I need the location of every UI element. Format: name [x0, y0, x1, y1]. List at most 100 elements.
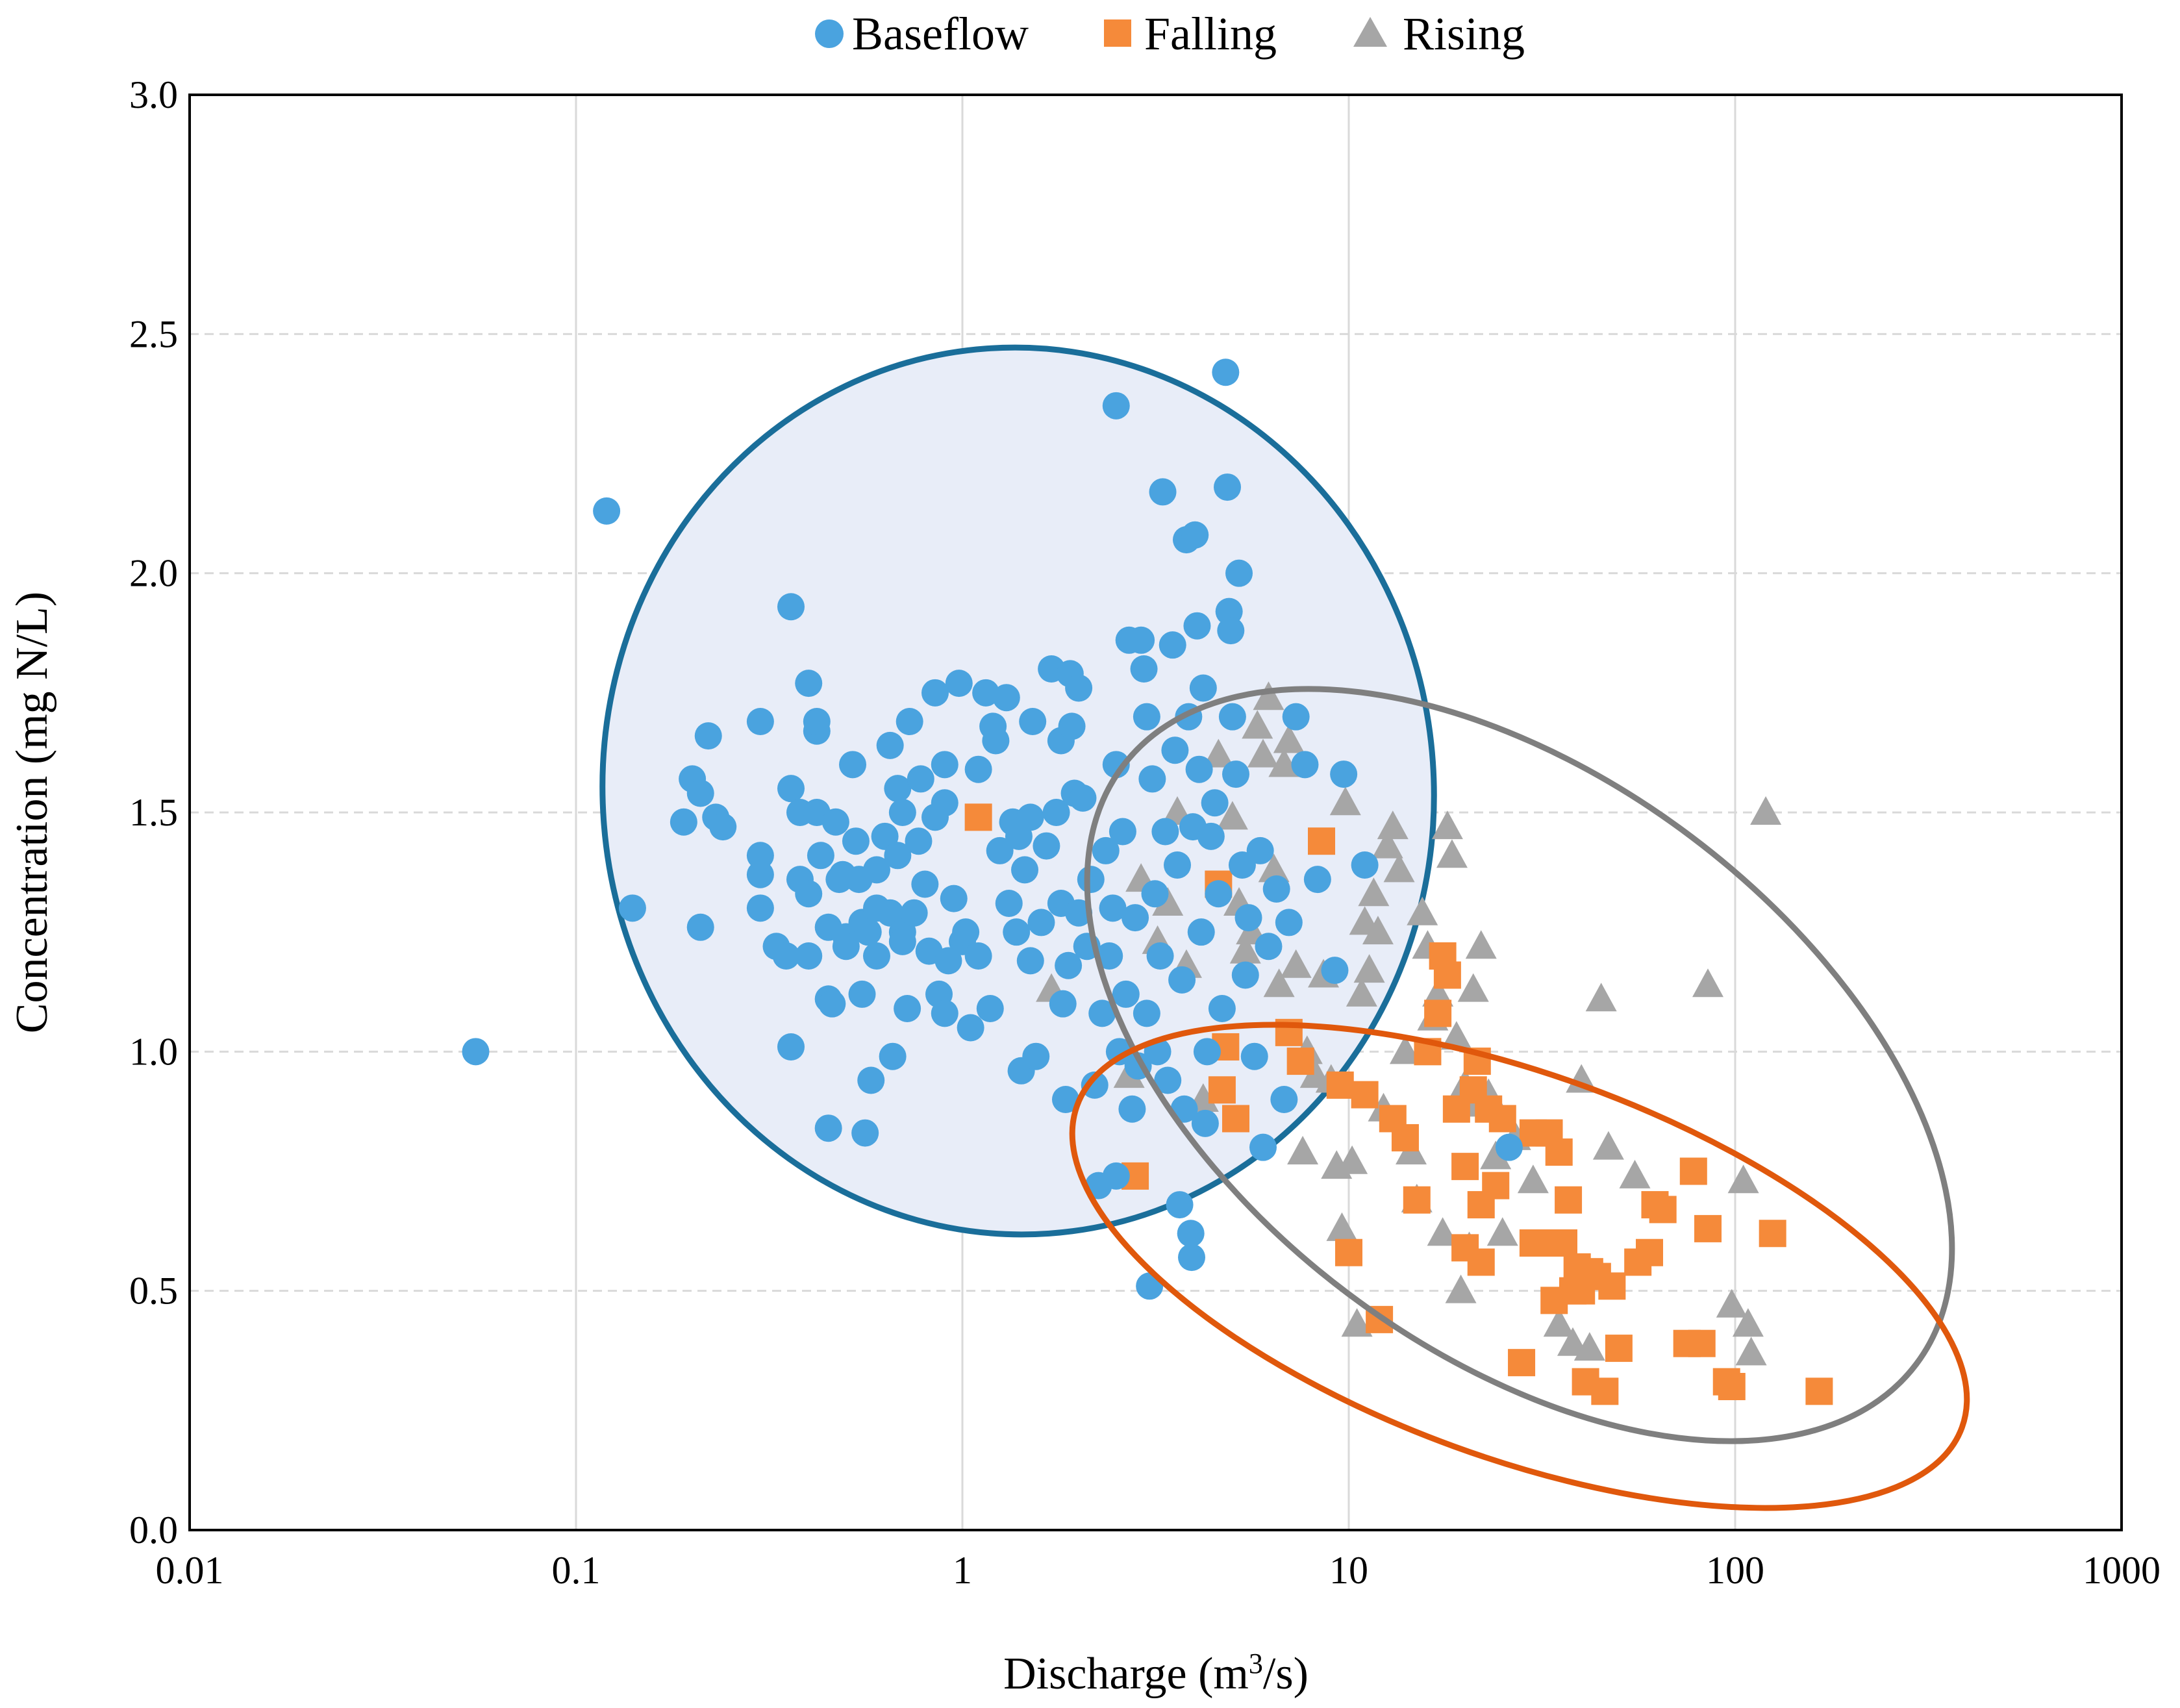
baseflow-point [1225, 559, 1253, 587]
baseflow-point [1027, 909, 1055, 936]
baseflow-point [1275, 909, 1303, 936]
baseflow-point [1112, 980, 1140, 1008]
baseflow-point [1197, 822, 1225, 850]
baseflow-point [1177, 1220, 1205, 1248]
baseflow-point [1159, 631, 1186, 659]
falling-point [1694, 1214, 1722, 1242]
rising-point [1247, 738, 1279, 768]
x-tick-label: 10 [1329, 1549, 1368, 1592]
rising-point [1573, 1332, 1605, 1361]
plot-frame [188, 94, 2123, 1531]
baseflow-point [863, 942, 890, 970]
baseflow-point [1321, 957, 1349, 985]
baseflow-point [777, 1033, 805, 1061]
baseflow-point [670, 808, 697, 836]
y-tick-label: 2.0 [129, 552, 178, 595]
baseflow-point [842, 827, 870, 855]
rising-point [1287, 1136, 1319, 1165]
baseflow-point [1003, 918, 1031, 946]
baseflow-point [1051, 1086, 1079, 1113]
y-tick-label: 0.5 [129, 1270, 178, 1312]
baseflow-point [618, 894, 646, 922]
baseflow-point [1102, 751, 1130, 779]
baseflow-point [1133, 703, 1160, 731]
baseflow-point [1033, 832, 1060, 860]
baseflow-point [1166, 1191, 1194, 1219]
legend-marker-baseflow [815, 19, 844, 48]
baseflow-point [964, 755, 992, 783]
baseflow-point [1138, 765, 1166, 793]
rising-point [1273, 724, 1305, 753]
baseflow-point [976, 995, 1004, 1023]
baseflow-point [1303, 866, 1331, 894]
falling-point [1591, 1377, 1619, 1405]
baseflow-point [1102, 392, 1130, 420]
baseflow-point [593, 497, 621, 525]
falling-point [1433, 961, 1461, 989]
baseflow-point [1246, 836, 1274, 864]
baseflow-point [686, 779, 714, 807]
baseflow-point [709, 813, 737, 841]
falling-point [1605, 1335, 1633, 1363]
falling-point [1482, 1172, 1510, 1199]
y-tick-label: 1.0 [129, 1030, 178, 1073]
falling-point [1718, 1373, 1746, 1400]
baseflow-point [995, 889, 1023, 917]
baseflow-point [832, 933, 860, 961]
rising-point [1253, 681, 1284, 710]
rising-point [1362, 916, 1394, 945]
falling-point [1805, 1377, 1833, 1405]
rising-point [1383, 853, 1415, 883]
rising-point [1465, 930, 1497, 959]
rising-point [1242, 710, 1273, 739]
baseflow-point [1178, 1244, 1206, 1272]
baseflow-point [1069, 784, 1097, 812]
baseflow-point [1022, 1042, 1050, 1070]
baseflow-point [934, 947, 962, 975]
baseflow-point [1102, 1162, 1130, 1190]
x-tick-label: 0.1 [552, 1549, 601, 1592]
baseflow-point [803, 708, 831, 736]
baseflow-point [1019, 708, 1047, 736]
baseflow-point [888, 927, 916, 955]
baseflow-point [1282, 703, 1310, 731]
baseflow-point [1109, 818, 1136, 846]
baseflow-point [1149, 478, 1177, 506]
series-baseflow [462, 358, 1523, 1300]
falling-point [1222, 1105, 1250, 1133]
baseflow-point [1208, 995, 1236, 1023]
baseflow-point [1065, 674, 1093, 702]
baseflow-point [957, 1014, 984, 1042]
falling-point [1286, 1048, 1314, 1075]
baseflow-point [746, 842, 774, 870]
series-falling [964, 803, 1833, 1405]
baseflow-point [884, 842, 912, 870]
falling-point [1467, 1248, 1495, 1276]
baseflow-point [462, 1038, 490, 1066]
falling-point [1326, 1071, 1354, 1099]
rising-point [1203, 738, 1234, 768]
baseflow-point [1214, 473, 1242, 501]
rising-point [1427, 1217, 1459, 1246]
baseflow-point [839, 751, 867, 779]
y-axis-title: Concentration (mg N/L) [7, 592, 57, 1033]
baseflow-point [1130, 655, 1158, 683]
baseflow-point [986, 836, 1014, 864]
legend-marker-rising [1353, 17, 1387, 47]
x-axis-title-superscript: 3 [1249, 1648, 1263, 1679]
baseflow-point [821, 808, 849, 836]
baseflow-point [1077, 866, 1105, 894]
rising-point [1440, 1021, 1472, 1050]
baseflow-point [1154, 1066, 1182, 1094]
baseflow-point [1218, 703, 1246, 731]
baseflow-point [1185, 755, 1213, 783]
baseflow-point [900, 899, 928, 927]
falling-point [1649, 1196, 1677, 1224]
rising-point [1585, 983, 1617, 1012]
rising-point [1486, 1217, 1518, 1246]
rising-point [1436, 839, 1468, 868]
baseflow-point [1249, 1133, 1277, 1161]
x-tick-label: 1 [953, 1549, 972, 1592]
falling-point [1351, 1081, 1379, 1109]
baseflow-point [1042, 799, 1070, 826]
